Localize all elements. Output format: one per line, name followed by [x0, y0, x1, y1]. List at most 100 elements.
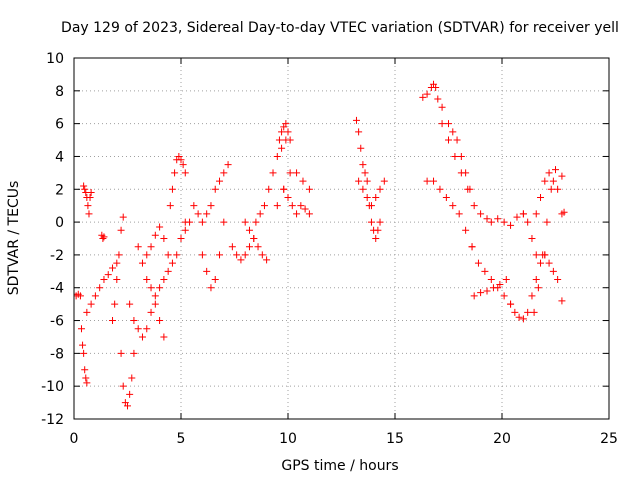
data-point: [171, 169, 179, 177]
x-tick-label: 5: [177, 431, 186, 447]
data-point: [134, 325, 142, 333]
data-point: [203, 267, 211, 275]
data-point: [519, 210, 527, 218]
data-point: [80, 349, 88, 357]
series-arc-32: [487, 210, 527, 229]
data-point: [160, 276, 168, 284]
y-tick-label: -6: [50, 314, 64, 330]
data-point: [164, 267, 172, 275]
data-point: [355, 177, 363, 185]
x-tick-label: 20: [493, 431, 511, 447]
series-arc-10: [143, 223, 172, 259]
data-point: [85, 210, 93, 218]
data-point: [552, 166, 559, 174]
series-arc-20: [273, 169, 313, 210]
data-point: [530, 308, 538, 316]
data-point: [537, 259, 545, 267]
data-point: [245, 243, 253, 251]
data-point: [275, 136, 283, 144]
data-point: [113, 276, 121, 284]
data-point: [367, 218, 375, 226]
data-point: [280, 185, 288, 193]
data-point: [286, 136, 294, 144]
data-point: [470, 292, 478, 300]
data-point: [113, 259, 121, 267]
series-arc-26: [438, 120, 491, 223]
series-arc-06: [109, 213, 127, 325]
series-arc-36: [541, 251, 566, 305]
data-point: [288, 202, 296, 210]
data-point: [500, 218, 508, 226]
series-arc-12: [166, 152, 189, 210]
data-point: [558, 172, 566, 180]
data-point: [76, 292, 84, 300]
data-point: [361, 169, 369, 177]
data-point: [86, 193, 94, 201]
y-tick-label: -4: [50, 281, 64, 297]
series-arc-09: [134, 243, 168, 341]
data-point: [160, 235, 168, 242]
data-point: [151, 300, 159, 308]
data-point: [156, 223, 164, 231]
data-point: [305, 185, 313, 193]
x-tick-label: 0: [70, 431, 79, 447]
data-point: [483, 287, 491, 295]
series-arc-07: [117, 349, 138, 410]
data-point: [363, 193, 371, 201]
data-point: [83, 308, 91, 316]
data-point: [220, 218, 228, 226]
data-point: [372, 193, 380, 201]
data-point: [507, 221, 515, 229]
data-point: [543, 218, 551, 226]
data-point: [216, 177, 224, 185]
data-point: [134, 243, 142, 251]
data-point: [124, 402, 131, 410]
data-point: [254, 243, 262, 251]
data-point: [560, 208, 568, 216]
data-point: [534, 284, 542, 292]
series-arc-28: [423, 177, 476, 251]
data-point: [445, 136, 452, 144]
data-point: [143, 325, 151, 333]
data-point: [130, 349, 138, 357]
data-point: [359, 161, 367, 169]
series-arc-03: [80, 182, 95, 218]
data-point: [380, 177, 388, 185]
data-point: [376, 185, 384, 193]
data-point: [549, 177, 557, 185]
data-point: [91, 292, 99, 300]
data-point: [198, 218, 206, 226]
data-point: [299, 177, 307, 185]
data-point: [365, 202, 373, 210]
data-point: [455, 210, 463, 218]
data-point: [130, 317, 138, 325]
data-point: [537, 193, 545, 201]
data-point: [168, 185, 176, 193]
y-tick-label: 0: [55, 215, 64, 231]
data-point: [466, 185, 474, 193]
data-point: [284, 193, 292, 201]
data-point: [511, 308, 519, 316]
data-point: [177, 156, 185, 164]
data-point: [297, 202, 305, 210]
data-point: [207, 284, 215, 292]
data-point: [438, 120, 446, 128]
data-point: [541, 177, 549, 185]
data-point: [81, 185, 89, 193]
data-point: [496, 280, 504, 288]
data-point: [143, 251, 151, 259]
data-point: [128, 374, 136, 382]
data-point: [352, 116, 360, 124]
data-point: [445, 120, 452, 128]
data-point: [265, 185, 273, 193]
data-point: [87, 189, 95, 197]
data-point: [434, 95, 442, 103]
data-point: [220, 169, 228, 177]
data-point: [524, 308, 532, 316]
data-point: [419, 93, 427, 101]
data-point: [166, 202, 174, 210]
data-point: [423, 90, 431, 98]
data-point: [250, 235, 258, 242]
chart-title: Day 129 of 2023, Sidereal Day-to-day VTE…: [61, 20, 619, 36]
